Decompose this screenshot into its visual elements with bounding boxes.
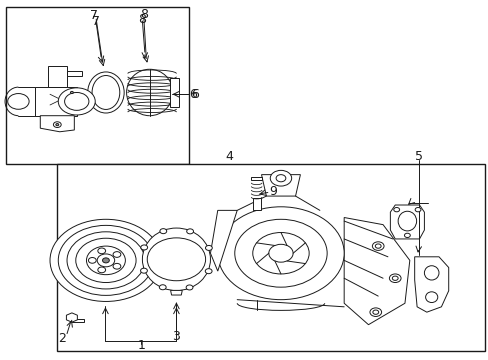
- Bar: [6, 7, 188, 164]
- Circle shape: [88, 257, 96, 263]
- Circle shape: [372, 242, 383, 250]
- Text: 7: 7: [90, 9, 98, 22]
- Circle shape: [186, 229, 193, 234]
- Circle shape: [76, 238, 136, 283]
- Circle shape: [388, 274, 400, 283]
- Circle shape: [393, 207, 399, 212]
- Text: 5: 5: [414, 150, 422, 163]
- Circle shape: [102, 258, 109, 263]
- Circle shape: [113, 264, 121, 269]
- Polygon shape: [47, 66, 67, 87]
- Polygon shape: [67, 71, 81, 76]
- Circle shape: [205, 246, 212, 251]
- Bar: [57, 164, 484, 351]
- Ellipse shape: [142, 228, 210, 291]
- Circle shape: [67, 232, 144, 289]
- Text: 8: 8: [140, 8, 147, 21]
- Circle shape: [391, 276, 397, 280]
- Text: 1: 1: [137, 338, 145, 351]
- Circle shape: [58, 88, 95, 115]
- Polygon shape: [389, 205, 424, 239]
- Circle shape: [140, 268, 147, 273]
- Circle shape: [97, 254, 115, 267]
- Circle shape: [98, 267, 105, 273]
- Text: 6: 6: [189, 88, 197, 101]
- Text: 3: 3: [172, 330, 180, 343]
- Circle shape: [160, 229, 166, 234]
- Circle shape: [98, 248, 105, 254]
- Circle shape: [252, 233, 308, 274]
- Bar: [252, 198, 260, 210]
- Circle shape: [268, 244, 292, 262]
- Ellipse shape: [92, 76, 120, 109]
- Circle shape: [369, 308, 381, 316]
- Circle shape: [56, 123, 59, 126]
- Polygon shape: [170, 291, 182, 295]
- Text: 2: 2: [58, 333, 66, 346]
- Circle shape: [113, 252, 121, 257]
- Circle shape: [159, 285, 166, 290]
- Ellipse shape: [397, 211, 416, 231]
- Polygon shape: [344, 217, 409, 325]
- Polygon shape: [210, 210, 237, 271]
- Circle shape: [374, 244, 380, 248]
- Circle shape: [53, 122, 61, 127]
- Circle shape: [234, 219, 326, 287]
- Circle shape: [70, 91, 73, 94]
- Text: 4: 4: [224, 150, 232, 163]
- Text: 9: 9: [269, 185, 277, 198]
- Circle shape: [8, 94, 29, 109]
- Circle shape: [141, 245, 147, 250]
- Circle shape: [270, 170, 291, 186]
- Bar: [170, 78, 179, 107]
- Circle shape: [58, 225, 153, 296]
- Circle shape: [50, 219, 162, 301]
- Ellipse shape: [425, 292, 437, 302]
- Circle shape: [217, 207, 344, 300]
- Text: 7: 7: [92, 14, 100, 27]
- Circle shape: [276, 175, 285, 182]
- Circle shape: [186, 285, 193, 290]
- Circle shape: [414, 207, 420, 212]
- Circle shape: [86, 246, 125, 275]
- Bar: [72, 319, 84, 322]
- Ellipse shape: [424, 266, 438, 280]
- Circle shape: [404, 233, 409, 238]
- Bar: [251, 177, 262, 180]
- Polygon shape: [261, 175, 300, 196]
- Polygon shape: [35, 87, 77, 116]
- Text: 8: 8: [138, 13, 146, 26]
- Polygon shape: [414, 257, 448, 312]
- Circle shape: [372, 310, 378, 314]
- Polygon shape: [66, 313, 77, 322]
- Circle shape: [205, 269, 212, 274]
- Circle shape: [147, 238, 205, 281]
- Circle shape: [68, 90, 75, 95]
- Ellipse shape: [87, 72, 124, 113]
- Circle shape: [64, 93, 89, 111]
- Text: 6: 6: [191, 88, 199, 101]
- Polygon shape: [40, 116, 74, 132]
